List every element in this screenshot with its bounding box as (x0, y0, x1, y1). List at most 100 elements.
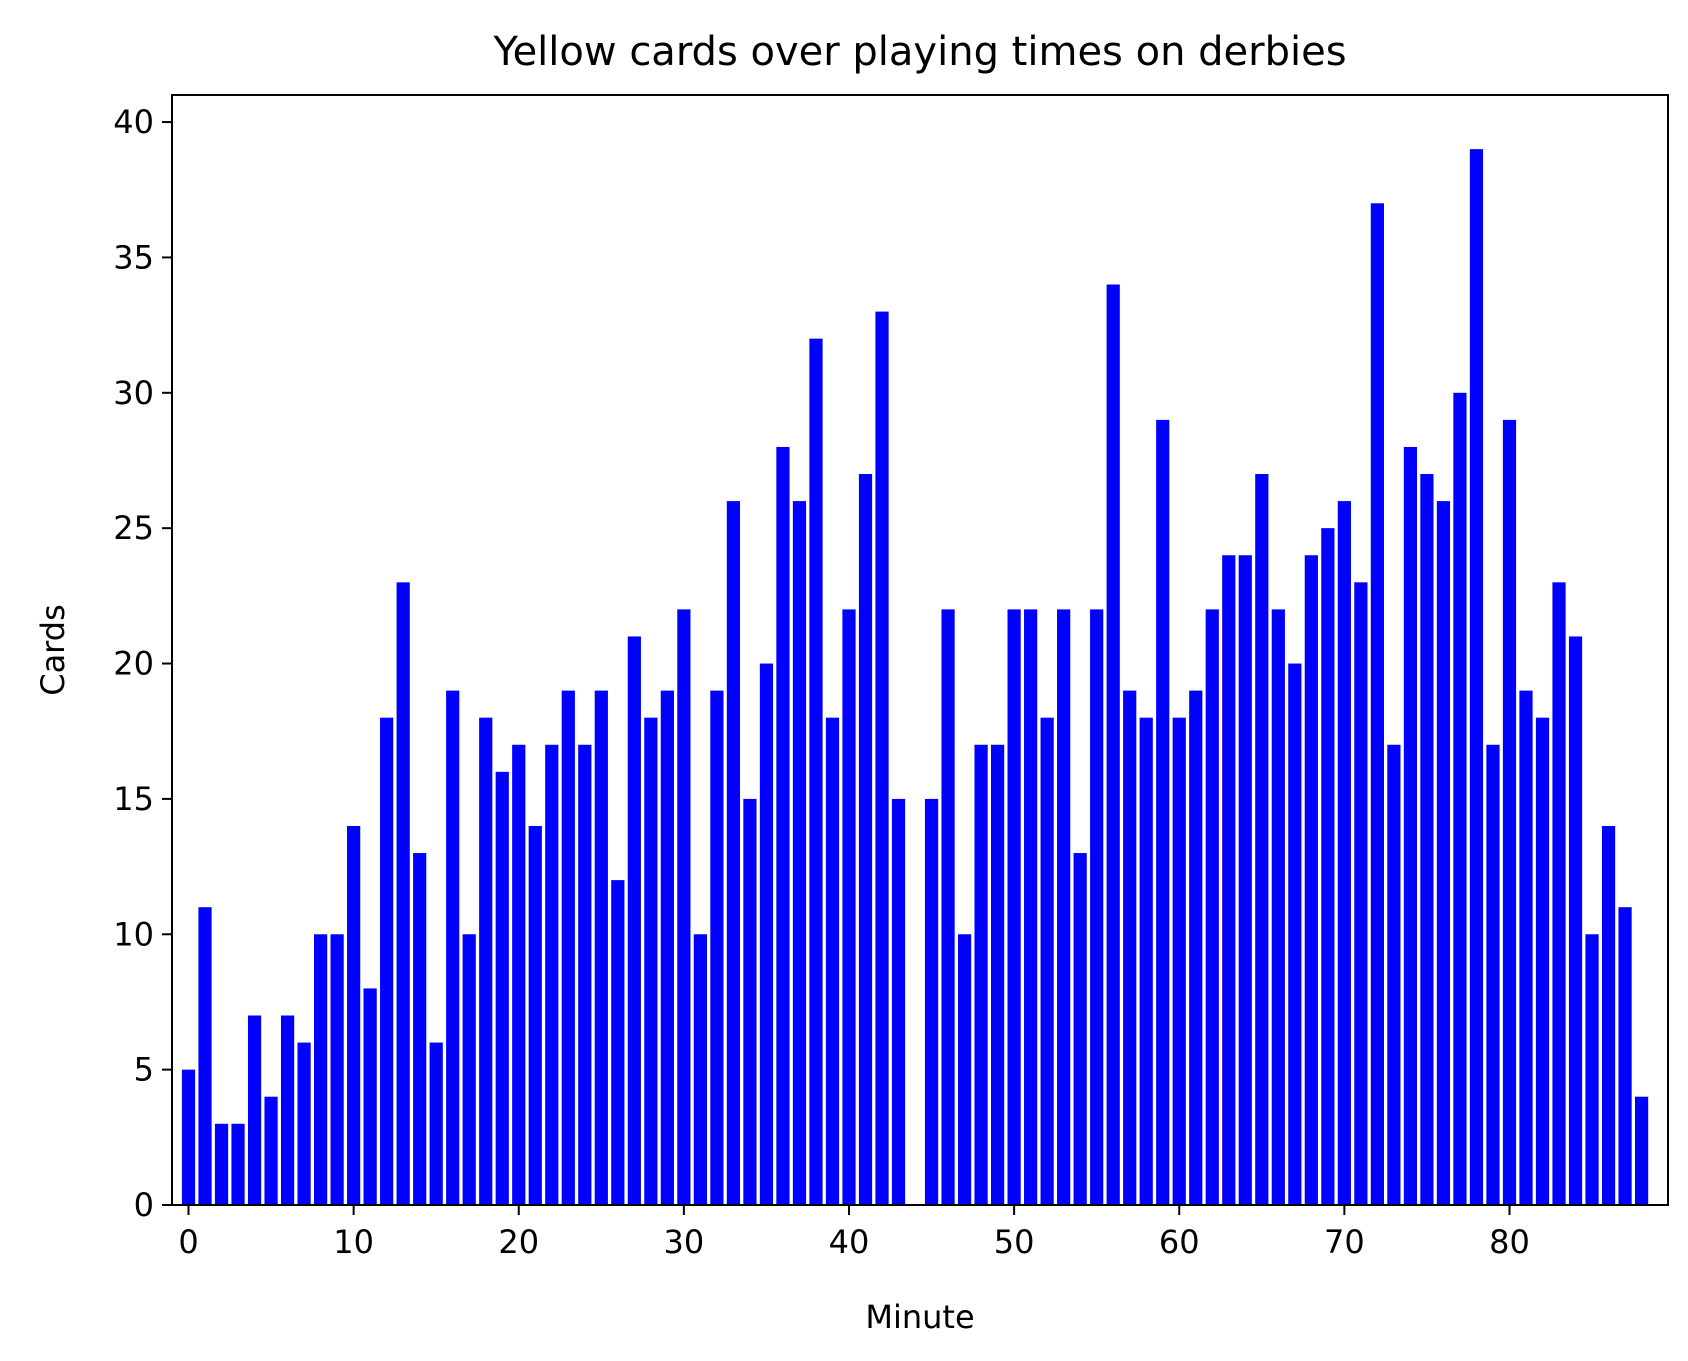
bar-minute-64 (1238, 555, 1252, 1205)
bar-minute-20 (512, 744, 526, 1205)
bar-minute-82 (1535, 717, 1550, 1205)
bar-minute-61 (1189, 690, 1203, 1205)
x-axis-ticks: 0 10 20 30 40 50 60 70 80 (178, 1205, 1530, 1261)
bar-minute-10 (347, 825, 361, 1205)
bar-minute-73 (1387, 744, 1401, 1205)
bar-minute-25 (594, 690, 608, 1205)
bar-minute-7 (297, 1042, 311, 1205)
bar-minute-38 (809, 338, 823, 1205)
bar-minute-52 (1040, 717, 1054, 1205)
bar-minute-66 (1271, 609, 1285, 1205)
bar-minute-69 (1321, 528, 1335, 1205)
x-axis-label: Minute (865, 1298, 974, 1336)
x-tick-label: 80 (1489, 1223, 1530, 1261)
y-tick-label: 30 (113, 374, 154, 412)
x-tick-label: 70 (1324, 1223, 1365, 1261)
y-axis-label: Cards (34, 604, 72, 696)
bar-minute-75 (1420, 474, 1434, 1205)
bar-minute-39 (825, 717, 840, 1205)
bar-minute-13 (396, 582, 410, 1205)
bar-minute-74 (1403, 446, 1418, 1205)
bar-minute-56 (1106, 284, 1120, 1205)
bar-minute-58 (1139, 717, 1153, 1205)
bar-minute-41 (858, 474, 873, 1205)
bar-minute-31 (693, 934, 707, 1205)
bar-minute-3 (231, 1123, 245, 1205)
x-tick-label: 60 (1159, 1223, 1200, 1261)
bar-minute-49 (991, 744, 1005, 1205)
bar-minute-71 (1354, 582, 1368, 1205)
bar-minute-87 (1618, 907, 1632, 1205)
bar-minute-23 (561, 690, 575, 1205)
bar-minute-37 (792, 501, 807, 1206)
y-tick-label: 40 (113, 103, 154, 141)
bar-minute-19 (495, 771, 509, 1205)
y-tick-label: 0 (134, 1186, 154, 1224)
bar-minute-50 (1007, 609, 1021, 1205)
y-tick-label: 25 (113, 509, 154, 547)
bar-minute-24 (578, 744, 592, 1205)
x-tick-label: 40 (829, 1223, 870, 1261)
y-tick-label: 15 (113, 780, 154, 818)
bar-minute-76 (1436, 501, 1451, 1206)
x-tick-label: 0 (178, 1223, 198, 1261)
x-tick-label: 50 (994, 1223, 1035, 1261)
y-axis-ticks: 0 5 10 15 20 25 30 35 40 (113, 103, 172, 1224)
y-tick-label: 20 (113, 645, 154, 683)
bar-minute-47 (957, 934, 972, 1205)
bar-minute-28 (644, 717, 658, 1205)
bar-minute-67 (1288, 663, 1302, 1205)
bar-minute-4 (247, 1015, 262, 1205)
bar-minute-42 (875, 311, 889, 1206)
bar-minute-6 (280, 1015, 295, 1205)
bar-minute-57 (1123, 690, 1137, 1205)
bar-minute-35 (759, 663, 774, 1205)
bar-minute-0 (181, 1069, 196, 1205)
bar-minute-26 (611, 880, 625, 1205)
bar-minute-80 (1502, 419, 1517, 1205)
bars-group (181, 149, 1649, 1206)
bar-minute-65 (1255, 474, 1269, 1205)
bar-minute-8 (314, 934, 328, 1205)
bar-minute-77 (1453, 392, 1467, 1205)
bar-minute-14 (413, 853, 427, 1205)
x-tick-label: 10 (333, 1223, 374, 1261)
bar-minute-60 (1172, 717, 1186, 1205)
bar-minute-15 (429, 1042, 443, 1205)
bar-minute-48 (974, 744, 988, 1205)
y-tick-label: 5 (134, 1051, 154, 1089)
x-tick-label: 20 (498, 1223, 539, 1261)
bar-minute-53 (1057, 609, 1071, 1205)
bar-minute-68 (1304, 555, 1318, 1205)
bar-minute-40 (842, 609, 856, 1205)
bar-minute-32 (710, 690, 724, 1205)
bar-minute-45 (924, 798, 939, 1205)
bar-minute-84 (1568, 636, 1583, 1205)
bar-minute-81 (1519, 690, 1533, 1205)
bar-minute-2 (214, 1123, 229, 1205)
bar-minute-85 (1585, 934, 1599, 1205)
bar-minute-79 (1486, 744, 1500, 1205)
y-tick-label: 35 (113, 238, 154, 276)
bar-minute-83 (1552, 582, 1566, 1205)
bar-minute-59 (1156, 419, 1170, 1205)
bar-minute-11 (363, 988, 377, 1205)
bar-minute-70 (1337, 501, 1351, 1206)
y-tick-label: 10 (113, 915, 154, 953)
bar-minute-34 (743, 798, 757, 1205)
bar-minute-21 (528, 825, 542, 1205)
bar-minute-30 (677, 609, 691, 1205)
bar-minute-18 (479, 717, 493, 1205)
bar-minute-9 (330, 934, 344, 1205)
bar-minute-86 (1601, 825, 1616, 1205)
bar-minute-78 (1469, 149, 1484, 1205)
bar-minute-88 (1634, 1096, 1649, 1205)
bar-minute-36 (776, 446, 790, 1205)
bar-minute-1 (198, 907, 212, 1205)
bar-minute-17 (462, 934, 476, 1205)
chart-title: Yellow cards over playing times on derbi… (492, 29, 1346, 75)
bar-minute-12 (380, 717, 394, 1205)
bar-minute-5 (264, 1096, 278, 1205)
bar-minute-43 (891, 798, 906, 1205)
